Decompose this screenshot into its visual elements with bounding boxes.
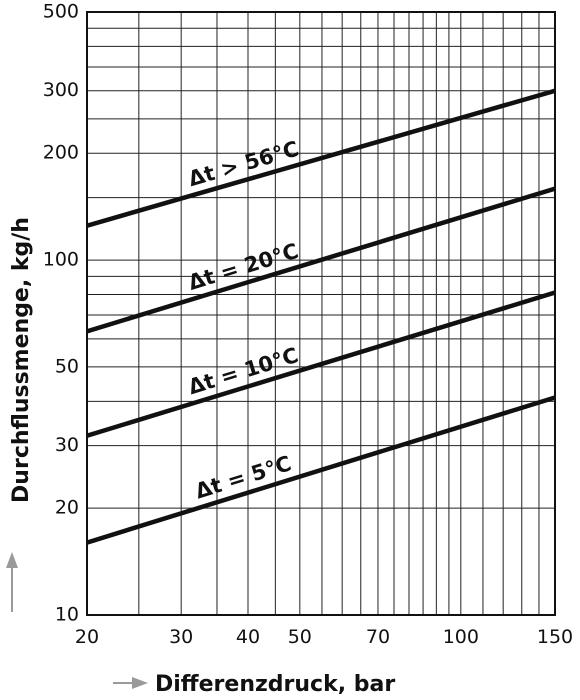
x-tick-label: 40 [236, 626, 260, 648]
y-tick-label: 30 [55, 434, 79, 456]
x-axis-title: Differenzdruck, bar [155, 672, 395, 697]
x-tick-label: 30 [169, 626, 193, 648]
y-tick-label: 500 [43, 1, 79, 23]
series-line [87, 395, 555, 545]
series-line [87, 290, 555, 438]
y-tick-label: 10 [55, 604, 79, 626]
y-tick-label: 200 [43, 142, 79, 164]
series-label: Δt = 20°C [185, 239, 301, 295]
series-label: Δt > 56°C [186, 137, 302, 192]
y-axis-arrow-icon [6, 552, 18, 568]
series-line [87, 88, 555, 228]
x-tick-label: 150 [537, 626, 573, 648]
series-label: Δt = 10°C [185, 343, 301, 399]
y-tick-label: 100 [43, 249, 79, 271]
y-axis-title: Durchflussmenge, kg/h [9, 217, 34, 503]
series-group [87, 88, 555, 545]
y-tick-label: 300 [43, 79, 79, 101]
x-axis-arrow-icon [132, 677, 148, 689]
x-tick-label: 50 [288, 626, 312, 648]
x-tick-label: 20 [75, 626, 99, 648]
x-tick-label: 70 [366, 626, 390, 648]
y-tick-label: 20 [55, 497, 79, 519]
plot-frame [86, 11, 556, 616]
series-line [87, 186, 555, 334]
y-tick-label: 50 [55, 355, 79, 377]
x-tick-label: 100 [443, 626, 479, 648]
